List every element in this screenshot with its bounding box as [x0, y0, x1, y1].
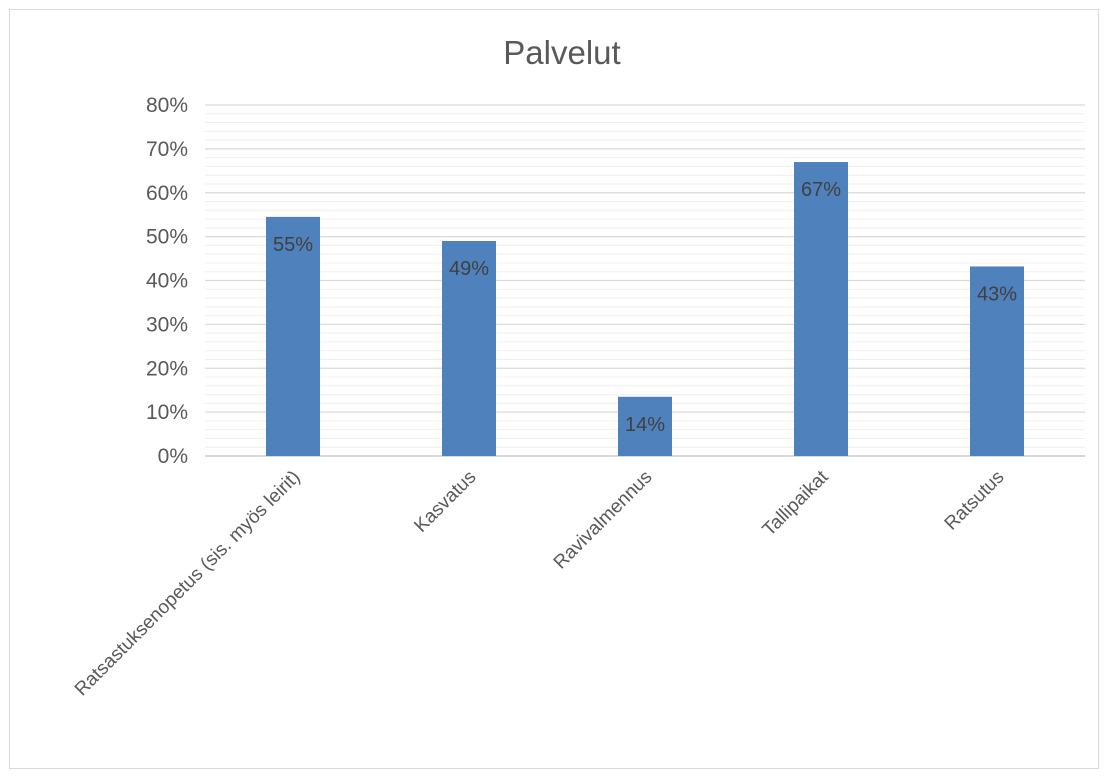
bar-chart: Palvelut 0% 10% 20% 30% 40% 50% 60% 70% 80% 55% 4… [71, 34, 1085, 700]
x-category-label: Kasvatus [410, 467, 480, 537]
bar [970, 266, 1024, 456]
y-tick-label: 70% [146, 138, 188, 161]
y-tick-label: 80% [146, 94, 188, 117]
y-tick-label: 30% [146, 313, 188, 336]
chart-title: Palvelut [503, 34, 620, 71]
x-category-label: Ratsutus [941, 467, 1009, 535]
x-category-label: Ravivalmennus [550, 467, 657, 574]
y-tick-label: 50% [146, 226, 188, 249]
y-tick-label: 20% [146, 357, 188, 380]
bar [618, 396, 672, 456]
data-labels: 55% 49% 14% 67% 43% [273, 179, 1017, 436]
y-tick-label: 0% [158, 445, 188, 468]
bars [266, 162, 1024, 456]
y-tick-label: 10% [146, 401, 188, 424]
chart-area: Palvelut 0% 10% 20% 30% 40% 50% 60% 70% 80% 55% 4… [9, 9, 1099, 769]
data-label: 14% [625, 414, 665, 436]
bar [442, 241, 496, 456]
x-category-label: Ratsastuksenopetus (sis. myös leirit) [71, 467, 305, 701]
x-category-label: Tallipaikat [759, 466, 833, 540]
x-axis-categories: Ratsastuksenopetus (sis. myös leirit) Kas… [71, 466, 1009, 700]
y-tick-label: 60% [146, 182, 188, 205]
y-axis-ticks: 0% 10% 20% 30% 40% 50% 60% 70% 80% [146, 94, 188, 468]
bar [266, 216, 320, 456]
data-label: 55% [273, 234, 313, 256]
bar [794, 162, 848, 456]
gridlines [205, 104, 1085, 457]
data-label: 67% [801, 179, 841, 201]
y-tick-label: 40% [146, 270, 188, 293]
data-label: 49% [449, 258, 489, 280]
data-label: 43% [977, 283, 1017, 305]
